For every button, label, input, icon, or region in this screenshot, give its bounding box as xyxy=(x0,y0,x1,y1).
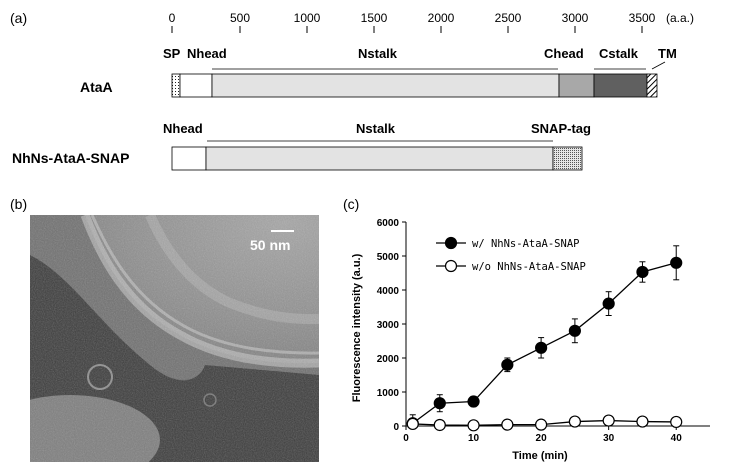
aa-tick-label: 1500 xyxy=(361,11,388,25)
y-tick-label: 6000 xyxy=(377,218,400,229)
domain-diagram: 0 500 1000 1500 2000 2500 3000 3500 (a.a… xyxy=(12,11,694,171)
x-tick-label: 20 xyxy=(536,433,548,444)
scale-bar-label: 50 nm xyxy=(250,237,291,253)
y-tick-label: 0 xyxy=(393,422,399,433)
y-axis-label: Fluorescence intensity (a.u.) xyxy=(351,253,363,402)
data-point xyxy=(636,265,649,279)
tem-micrograph: 50 nm xyxy=(30,215,319,462)
x-tick-label: 0 xyxy=(403,433,409,444)
data-point xyxy=(636,415,649,428)
aa-tick-label: 3500 xyxy=(629,11,656,25)
y-tick-label: 2000 xyxy=(377,354,400,365)
aa-tick-label: 500 xyxy=(230,11,250,25)
data-point xyxy=(467,419,480,432)
data-point xyxy=(433,418,446,432)
panel-c-label: (c) xyxy=(343,196,360,212)
data-point xyxy=(602,297,615,310)
legend-marker xyxy=(444,259,458,273)
ataa-tm-segment xyxy=(646,73,658,98)
data-point xyxy=(670,256,683,269)
construct-label-nhead: Nhead xyxy=(163,121,203,136)
legend-label: w/o NhNs-AtaA-SNAP xyxy=(472,261,586,273)
ataa-name: AtaA xyxy=(80,79,113,95)
aa-tick-label: 2500 xyxy=(495,11,522,25)
legend-label: w/ NhNs-AtaA-SNAP xyxy=(472,238,579,250)
data-point xyxy=(501,358,514,371)
micrograph-image xyxy=(30,215,319,462)
data-point xyxy=(433,397,446,410)
fluorescence-chart: 0 1000 2000 3000 4000 5000 6000 0 10 20 30 40 w/ NhN… xyxy=(351,218,710,462)
domain-label-tm: TM xyxy=(658,46,677,61)
scale-bar xyxy=(271,230,294,232)
y-tick-label: 5000 xyxy=(377,252,400,263)
construct-label-snap: SNAP-tag xyxy=(531,121,591,136)
tm-pointer xyxy=(651,61,666,70)
domain-label-sp: SP xyxy=(163,46,181,61)
construct-name: NhNs-AtaA-SNAP xyxy=(12,150,129,166)
aa-tick-label: 2000 xyxy=(428,11,455,25)
domain-label-nstalk: Nstalk xyxy=(358,46,398,61)
data-point xyxy=(501,418,514,431)
y-tick-label: 3000 xyxy=(377,320,400,331)
x-tick-label: 10 xyxy=(468,433,480,444)
data-point xyxy=(467,395,480,408)
aa-tick-label: 1000 xyxy=(294,11,321,25)
x-axis-label: Time (min) xyxy=(512,450,568,462)
data-point xyxy=(568,324,581,337)
data-point xyxy=(406,417,419,431)
panel-b-label: (b) xyxy=(10,196,28,212)
data-point xyxy=(670,415,683,429)
data-point xyxy=(568,415,581,428)
domain-label-nhead: Nhead xyxy=(187,46,227,61)
panel-a-label: (a) xyxy=(10,10,28,26)
construct-snap-segment xyxy=(552,146,583,171)
domain-label-cstalk: Cstalk xyxy=(599,46,639,61)
construct-label-nstalk: Nstalk xyxy=(356,121,396,136)
data-point xyxy=(535,341,548,354)
x-tick-label: 30 xyxy=(603,433,615,444)
ataa-sp-segment xyxy=(171,73,181,98)
aa-tick-label: 0 xyxy=(169,11,176,25)
ataa-nstalk-segment xyxy=(211,73,560,98)
y-tick-label: 1000 xyxy=(377,388,400,399)
construct-nstalk-segment xyxy=(205,146,554,171)
ataa-cstalk-segment xyxy=(593,73,648,98)
construct-nhead-segment xyxy=(171,146,207,171)
legend-marker xyxy=(444,236,458,250)
ataa-chead-segment xyxy=(558,73,595,98)
aa-unit: (a.a.) xyxy=(666,11,694,25)
domain-label-chead: Chead xyxy=(544,46,584,61)
aa-axis: 0 500 1000 1500 2000 2500 3000 3500 (a.a… xyxy=(169,11,694,33)
data-point xyxy=(535,418,548,431)
data-point xyxy=(602,414,615,427)
aa-tick-label: 3000 xyxy=(562,11,589,25)
x-tick-label: 40 xyxy=(671,433,683,444)
ataa-nhead-segment xyxy=(179,73,213,98)
y-tick-label: 4000 xyxy=(377,286,400,297)
